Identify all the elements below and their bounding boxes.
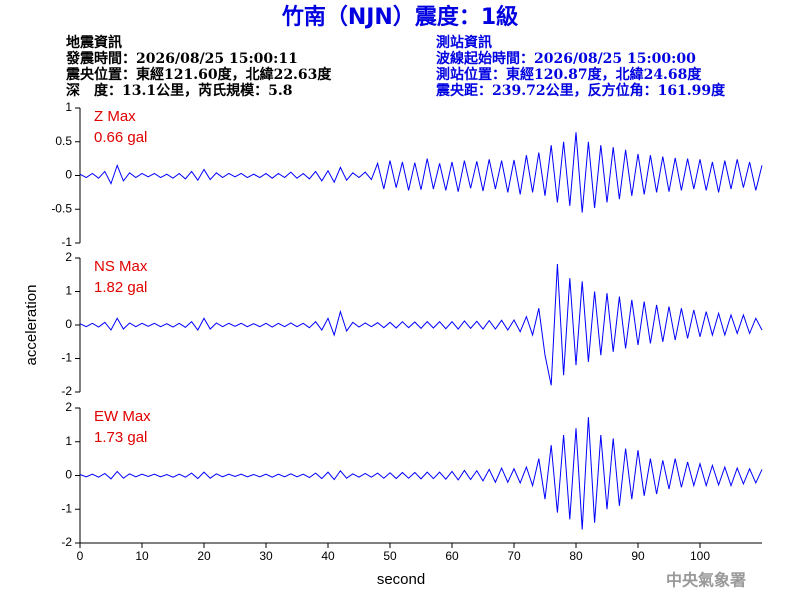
max-label: EW Max — [94, 408, 151, 425]
max-label: 1.82 gal — [94, 279, 147, 296]
x-tick-label: 80 — [569, 549, 583, 563]
y-tick-label: 0 — [65, 317, 72, 331]
x-tick-label: 10 — [135, 549, 149, 563]
x-tick-label: 0 — [77, 549, 84, 563]
waveform — [79, 417, 763, 530]
x-tick-label: 90 — [631, 549, 645, 563]
event-info: 發震時間：2026/08/25 15:00:11 — [65, 50, 298, 67]
max-label: Z Max — [94, 108, 136, 125]
footer: 中央氣象署 — [666, 571, 746, 590]
y-tick-label: 2 — [65, 250, 72, 264]
y-tick-label: -2 — [61, 384, 72, 398]
station-info: 波線起始時間：2026/08/25 15:00:00 — [436, 50, 696, 67]
event-info: 地震資訊 — [66, 34, 122, 51]
station-info: 震央距：239.72公里，反方位角：161.99度 — [435, 82, 726, 99]
event-info: 震央位置：東經121.60度，北緯22.63度 — [65, 66, 332, 83]
y-tick-label: -1 — [61, 501, 72, 515]
max-label: 0.66 gal — [94, 129, 147, 146]
x-tick-label: 60 — [445, 549, 459, 563]
x-tick-label: 100 — [690, 549, 710, 563]
y-tick-label: 0 — [65, 168, 72, 182]
y-axis-label: acceleration — [23, 285, 40, 366]
y-tick-label: -1 — [61, 351, 72, 365]
y-tick-label: 0.5 — [55, 134, 72, 148]
y-tick-label: -0.5 — [51, 201, 72, 215]
y-tick-label: -1 — [61, 235, 72, 249]
title: 竹南（NJN）震度：1級 — [281, 4, 518, 30]
station-info: 測站資訊 — [436, 34, 492, 51]
y-tick-label: 1 — [65, 434, 72, 448]
y-tick-label: 2 — [65, 400, 72, 414]
max-label: 1.73 gal — [94, 429, 147, 446]
max-label: NS Max — [94, 258, 148, 275]
y-tick-label: 1 — [65, 284, 72, 298]
y-tick-label: 0 — [65, 468, 72, 482]
x-tick-label: 30 — [259, 549, 273, 563]
station-info: 測站位置：東經120.87度，北緯24.68度 — [436, 66, 702, 83]
x-tick-label: 50 — [383, 549, 397, 563]
event-info: 深 度：13.1公里，芮氏規模：5.8 — [66, 82, 292, 99]
x-tick-label: 20 — [197, 549, 211, 563]
x-tick-label: 70 — [507, 549, 521, 563]
y-tick-label: 1 — [65, 100, 72, 114]
x-axis-label: second — [377, 571, 425, 588]
y-tick-label: -2 — [61, 535, 72, 549]
x-tick-label: 40 — [321, 549, 335, 563]
waveform — [79, 132, 763, 213]
waveform — [79, 264, 763, 386]
